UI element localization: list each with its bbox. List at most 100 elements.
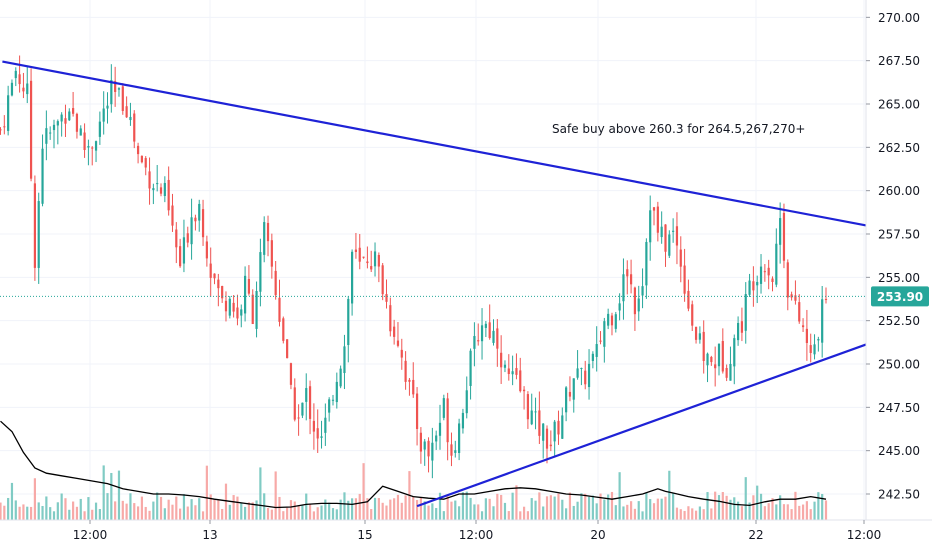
volume-bar: [786, 504, 789, 520]
candle-body: [618, 303, 621, 311]
x-axis[interactable]: 12:00 13 15 12:00 20 22 12:00: [73, 520, 882, 542]
volume-bar: [75, 506, 79, 520]
volume-bar: [377, 498, 380, 520]
x-tick-label: 15: [357, 528, 372, 542]
volume-bar: [733, 497, 736, 520]
volume-bar: [293, 501, 296, 520]
volume-bar: [41, 506, 44, 520]
volume-bar: [694, 510, 698, 520]
volume-bar: [595, 503, 598, 520]
volume-bar: [144, 506, 147, 520]
candle-body: [779, 218, 782, 245]
candle-body: [423, 441, 426, 450]
volume-bar: [339, 499, 342, 520]
volume-bar: [752, 495, 755, 520]
volume-bar: [274, 471, 277, 520]
candle-body: [182, 237, 186, 264]
volume-bar: [247, 502, 251, 520]
candle-body: [756, 281, 759, 286]
volume-bar: [389, 499, 392, 520]
volume-bar: [702, 509, 705, 520]
volume-bar: [415, 500, 419, 520]
volume-bar: [679, 509, 682, 520]
y-axis-background[interactable]: [866, 0, 932, 520]
candle-body: [305, 388, 308, 402]
volume-bar: [29, 506, 33, 520]
volume-bar: [201, 511, 205, 520]
volume-bar: [60, 493, 63, 520]
volume-bar: [396, 494, 400, 520]
volume-bar: [706, 492, 709, 520]
candle-body: [14, 70, 17, 79]
volume-bar: [618, 472, 621, 520]
y-tick-label: 267.50: [878, 54, 920, 68]
candle-body: [102, 108, 105, 122]
candle-body: [782, 212, 786, 261]
candle-body: [362, 256, 365, 258]
candle-body: [484, 323, 487, 328]
trendline-support[interactable]: [416, 339, 879, 508]
trendlines[interactable]: [2, 60, 879, 508]
volume-bar: [691, 508, 694, 520]
chart-annotation[interactable]: Safe buy above 260.3 for 264.5,267,270+: [552, 122, 805, 136]
volume-bar: [534, 500, 537, 520]
candle-body: [297, 417, 300, 419]
candle-body: [656, 206, 659, 233]
volume-bar: [744, 477, 747, 520]
candle-body: [152, 188, 155, 191]
y-tick-label: 242.50: [878, 488, 920, 502]
candle-body: [393, 326, 396, 337]
volume-bar: [614, 505, 617, 520]
candle-body: [347, 298, 350, 346]
candle-body: [698, 333, 701, 340]
candle-body: [557, 420, 560, 435]
current-price-badge: 253.90: [871, 286, 929, 307]
volume-bar: [763, 506, 766, 520]
candle-body: [232, 302, 235, 312]
candle-body: [668, 234, 671, 256]
candle-body: [721, 341, 724, 372]
volume-bar: [771, 498, 774, 520]
candle-body: [595, 344, 598, 357]
volume-bar: [637, 501, 640, 520]
candle-body: [404, 360, 407, 382]
volume-bar: [652, 503, 656, 520]
volume-bar: [217, 499, 220, 520]
candle-body: [370, 266, 373, 270]
candle-body: [308, 386, 312, 419]
candle-body: [446, 398, 449, 443]
candle-body: [664, 224, 667, 252]
volume-bar: [431, 503, 434, 520]
candle-body: [408, 379, 411, 382]
volume-bar: [748, 502, 751, 520]
volume-bar: [94, 502, 98, 520]
candle-body: [179, 246, 182, 267]
candle-body: [49, 132, 52, 134]
candle-body: [672, 230, 675, 232]
candle-body: [186, 233, 189, 243]
candle-body: [72, 108, 75, 114]
y-tick-label: 257.50: [878, 228, 920, 242]
volume-bar: [393, 498, 396, 520]
candle-body: [163, 182, 166, 197]
candle-body: [282, 318, 285, 341]
candle-body: [45, 128, 48, 144]
candle-body: [140, 155, 144, 163]
candle-body: [813, 344, 816, 355]
candle-body: [748, 280, 751, 295]
volume-bar: [542, 506, 545, 520]
candle-body: [3, 126, 6, 128]
volume-bar: [794, 491, 797, 520]
candle-body: [136, 145, 140, 155]
trendline-resistance[interactable]: [2, 60, 879, 229]
candle-body: [561, 415, 564, 439]
candle-body: [626, 269, 629, 277]
volume-bar: [117, 470, 121, 520]
volume-bar: [641, 511, 644, 520]
volume-bar: [175, 496, 178, 520]
volume-bar: [809, 509, 812, 520]
volume-bar: [259, 467, 262, 520]
volume-bar: [526, 511, 530, 520]
volume-bar: [484, 498, 487, 520]
